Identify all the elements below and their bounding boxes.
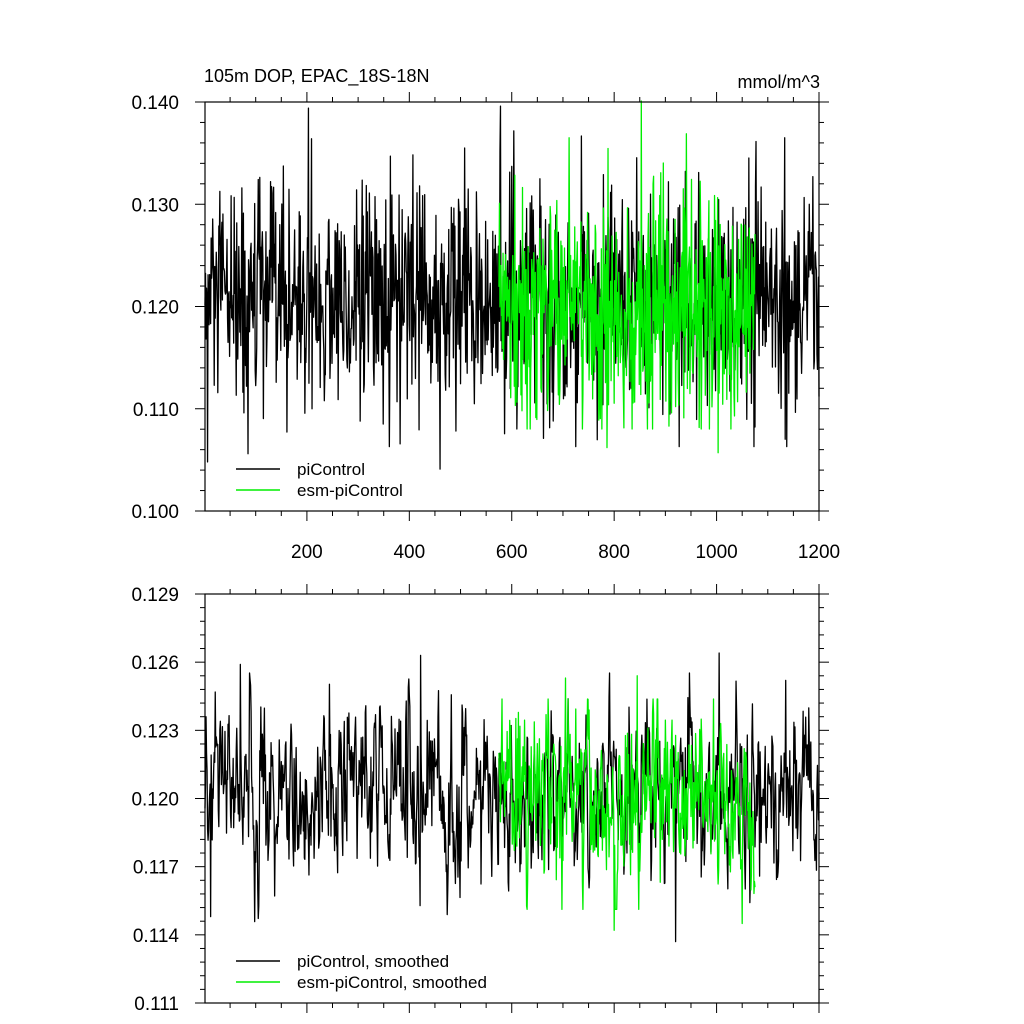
- top-legend: piControl esm-piControl: [236, 460, 403, 500]
- top-plot-frame: [204, 101, 820, 512]
- top-chart-units: mmol/m^3: [738, 72, 820, 92]
- y-tick-label: 0.120: [131, 298, 179, 319]
- bottom-series-layer: [204, 652, 820, 943]
- bottom-legend: piControl, smoothed esm-piControl, smoot…: [236, 952, 487, 992]
- y-tick-label: 0.126: [131, 653, 179, 674]
- series-line-esm-picontrol-smoothed: [498, 675, 756, 931]
- bottom-plot-frame: [204, 593, 820, 1004]
- top-axis-ticks: 200 400 600 800 1000 1200 0.100 0.110 0.120 0.130…: [131, 92, 840, 563]
- y-tick-label: 0.129: [131, 585, 179, 606]
- y-tick-label: 0.120: [131, 790, 179, 811]
- y-tick-label: 0.114: [133, 926, 180, 947]
- y-tick-label: 0.117: [133, 858, 179, 879]
- x-tick-label: 800: [598, 542, 630, 563]
- top-series-layer: [204, 100, 820, 470]
- y-tick-label: 0.123: [131, 721, 179, 742]
- y-tick-label: 0.130: [131, 195, 179, 216]
- top-chart-title: 105m DOP, EPAC_18S-18N: [204, 66, 429, 87]
- x-tick-label: 1000: [695, 542, 737, 563]
- legend-label-esm-picontrol: esm-piControl: [297, 481, 403, 500]
- legend-label-picontrol: piControl: [297, 460, 365, 479]
- y-tick-label: 0.100: [131, 502, 179, 523]
- legend-label-esm-picontrol-smoothed: esm-piControl, smoothed: [297, 973, 487, 992]
- x-tick-label: 600: [496, 542, 528, 563]
- y-tick-label: 0.110: [133, 400, 179, 421]
- bottom-axis-ticks: 0.111 0.114 0.117 0.120 0.123 0.126 0.129: [131, 584, 829, 1015]
- y-tick-label: 0.111: [134, 994, 179, 1015]
- bottom-chart-panel: 0.111 0.114 0.117 0.120 0.123 0.126 0.129 piCo…: [131, 584, 829, 1015]
- x-tick-label: 400: [393, 542, 425, 563]
- x-tick-label: 1200: [798, 542, 840, 563]
- top-chart-panel: 105m DOP, EPAC_18S-18N mmol/m^3 200 400 60…: [131, 66, 840, 563]
- x-tick-label: 200: [291, 542, 323, 563]
- y-tick-label: 0.140: [131, 93, 179, 114]
- legend-label-picontrol-smoothed: piControl, smoothed: [297, 952, 449, 971]
- series-line-esm-picontrol: [498, 100, 756, 454]
